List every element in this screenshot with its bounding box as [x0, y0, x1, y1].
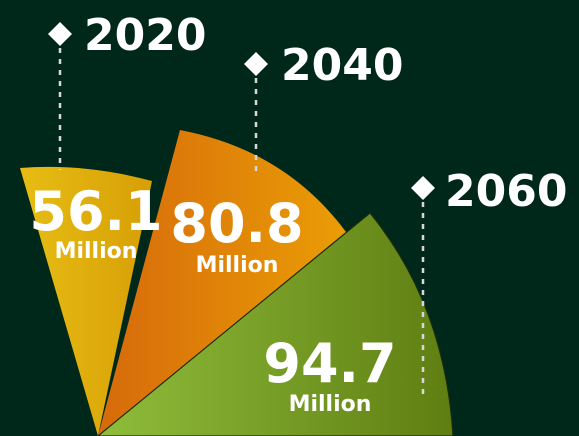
sector-2040: [98, 130, 346, 436]
unit-label-2060: Million: [289, 392, 372, 417]
value-label-2020: 56.1: [29, 180, 162, 243]
diamond-icon-2060: [411, 176, 435, 200]
value-label-2060: 94.7: [263, 332, 396, 395]
diamond-icon-2020: [48, 22, 72, 46]
unit-label-2040: Million: [196, 253, 279, 278]
sector-2020: [20, 166, 152, 436]
year-label-2040: 2040: [281, 40, 403, 91]
year-label-2060: 2060: [445, 166, 567, 217]
value-label-2040: 80.8: [170, 192, 303, 255]
year-label-2020: 2020: [84, 10, 206, 61]
unit-label-2020: Million: [55, 239, 138, 264]
diamond-icon-2040: [244, 52, 268, 76]
sector-2060: [97, 212, 454, 436]
